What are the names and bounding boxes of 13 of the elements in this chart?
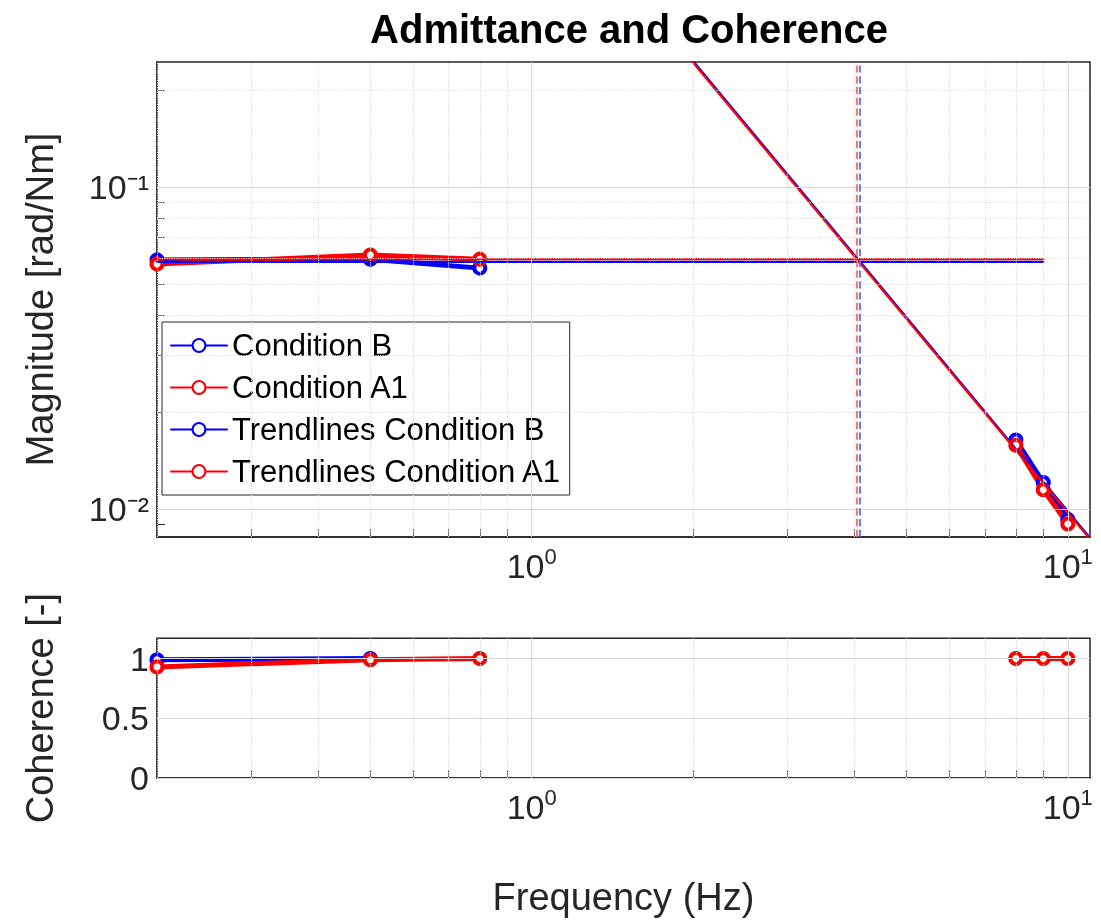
legend-label: Trendlines Condition A1	[232, 454, 560, 489]
legend-label: Trendlines Condition B	[232, 412, 545, 447]
y-tick-label: 10⁻²	[88, 490, 149, 529]
legend-label: Condition B	[232, 328, 393, 363]
x-axis-title: Frequency (Hz)	[492, 876, 755, 918]
y-tick-label: 0	[130, 759, 149, 797]
y-tick-label: 0.5	[101, 699, 149, 738]
y-axis-title: Magnitude [rad/Nm]	[19, 132, 61, 467]
chart-title: Admittance and Coherence	[370, 7, 888, 51]
legend-label: Condition A1	[232, 370, 408, 405]
y-tick-label: 10⁻¹	[88, 168, 149, 207]
y-axis-title: Coherence [-]	[19, 593, 61, 824]
y-tick-label: 1	[130, 639, 149, 678]
